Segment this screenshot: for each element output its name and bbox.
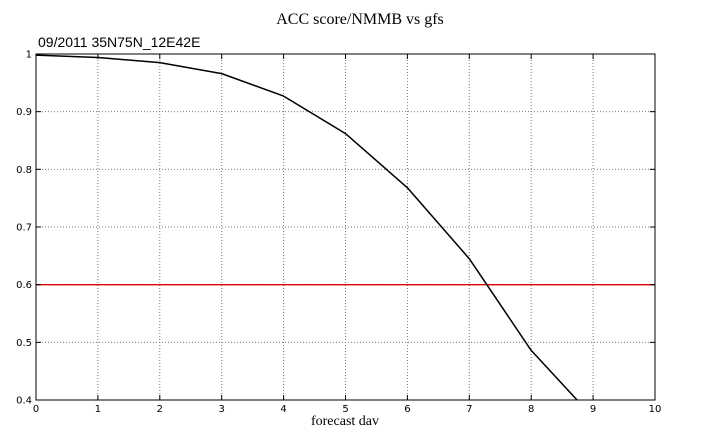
y-tick-label: 0.4	[16, 396, 32, 407]
x-tick-label: 6	[404, 404, 410, 415]
y-tick-label: 1	[26, 50, 32, 61]
y-tick-label: 0.7	[16, 223, 32, 234]
chart-title: ACC score/NMMB vs gfs	[276, 11, 444, 28]
acc-series-line	[36, 54, 579, 400]
y-tick-layer: 0.4 0.5 0.6 0.7 0.8 0.9 1	[16, 50, 655, 407]
x-axis-label: forecast dav	[311, 414, 379, 427]
x-tick-label: 2	[157, 404, 163, 415]
series-layer	[36, 54, 579, 400]
x-tick-label: 7	[466, 404, 472, 415]
x-tick-label: 9	[590, 404, 596, 415]
y-tick-label: 0.5	[16, 338, 32, 349]
x-tick-label: 3	[219, 404, 225, 415]
y-tick-label: 0.6	[16, 280, 32, 291]
x-tick-label: 10	[649, 404, 662, 415]
x-tick-label: 8	[528, 404, 534, 415]
y-tick-label: 0.8	[16, 165, 32, 176]
y-tick-label: 0.9	[16, 107, 32, 118]
x-tick-label: 4	[280, 404, 286, 415]
x-tick-label: 0	[33, 404, 39, 415]
chart-subtitle: 09/2011 35N75N_12E42E	[38, 34, 200, 50]
x-tick-layer: 0 1 2 3 4 5 6 7 8 9 10	[33, 54, 662, 415]
x-tick-label: 5	[342, 404, 348, 415]
x-tick-label: 1	[95, 404, 101, 415]
grid-layer	[36, 54, 655, 400]
